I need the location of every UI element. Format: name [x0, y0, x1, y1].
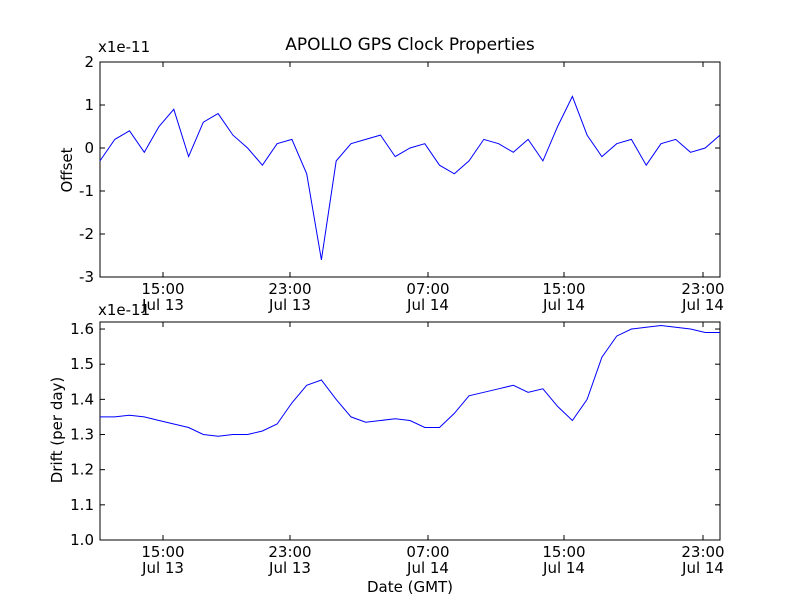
drift-x-label: Date (GMT) — [367, 578, 453, 596]
x-tick-time-label: 23:00 — [268, 280, 311, 298]
y-tick-label: 1.1 — [70, 496, 94, 514]
x-tick-date-label: Jul 14 — [406, 559, 449, 577]
x-tick-time-label: 23:00 — [681, 543, 724, 561]
x-tick-time-label: 15:00 — [542, 543, 585, 561]
x-tick-date-label: Jul 14 — [406, 296, 449, 314]
chart-title: APOLLO GPS Clock Properties — [285, 35, 535, 55]
x-tick-time-label: 15:00 — [141, 543, 184, 561]
x-tick-date-label: Jul 14 — [542, 559, 585, 577]
offset-scale-label: x1e-11 — [98, 38, 150, 56]
offset-y-label: Offset — [58, 147, 76, 192]
y-tick-label: 1.6 — [70, 320, 94, 338]
y-tick-label: 1.4 — [70, 390, 94, 408]
y-tick-label: 1.2 — [70, 461, 94, 479]
x-tick-date-label: Jul 13 — [141, 296, 184, 314]
offset-plot-frame — [99, 61, 721, 278]
drift-scale-label: x1e-11 — [98, 301, 150, 319]
x-tick-date-label: Jul 14 — [681, 296, 724, 314]
drift-y-axis: 1.0 1.1 1.2 1.3 1.4 1.5 1.6 — [70, 320, 720, 549]
x-tick-time-label: 23:00 — [268, 543, 311, 561]
x-tick-date-label: Jul 13 — [268, 559, 311, 577]
x-tick-time-label: 07:00 — [406, 543, 449, 561]
x-tick-date-label: Jul 13 — [268, 296, 311, 314]
x-tick-date-label: Jul 13 — [141, 559, 184, 577]
y-tick-label: 1.3 — [70, 426, 94, 444]
drift-series-line — [100, 324, 720, 437]
y-tick-label: 1.0 — [70, 531, 94, 549]
y-tick-label: 1.5 — [70, 355, 94, 373]
y-tick-label: 0 — [84, 139, 94, 157]
y-tick-label: 2 — [84, 53, 94, 71]
x-tick-date-label: Jul 14 — [681, 559, 724, 577]
x-tick-time-label: 15:00 — [141, 280, 184, 298]
offset-series-line — [99, 95, 721, 260]
x-tick-time-label: 15:00 — [542, 280, 585, 298]
drift-y-label: Drift (per day) — [48, 377, 66, 484]
x-tick-date-label: Jul 14 — [542, 296, 585, 314]
y-tick-label: -2 — [79, 225, 94, 243]
x-tick-time-label: 23:00 — [681, 280, 724, 298]
y-tick-label: -3 — [79, 268, 94, 286]
x-tick-time-label: 07:00 — [406, 280, 449, 298]
offset-y-axis: -3 -2 -1 0 1 2 — [79, 53, 720, 286]
y-tick-label: -1 — [79, 182, 94, 200]
y-tick-label: 1 — [84, 96, 94, 114]
drift-plot-frame — [99, 321, 721, 541]
